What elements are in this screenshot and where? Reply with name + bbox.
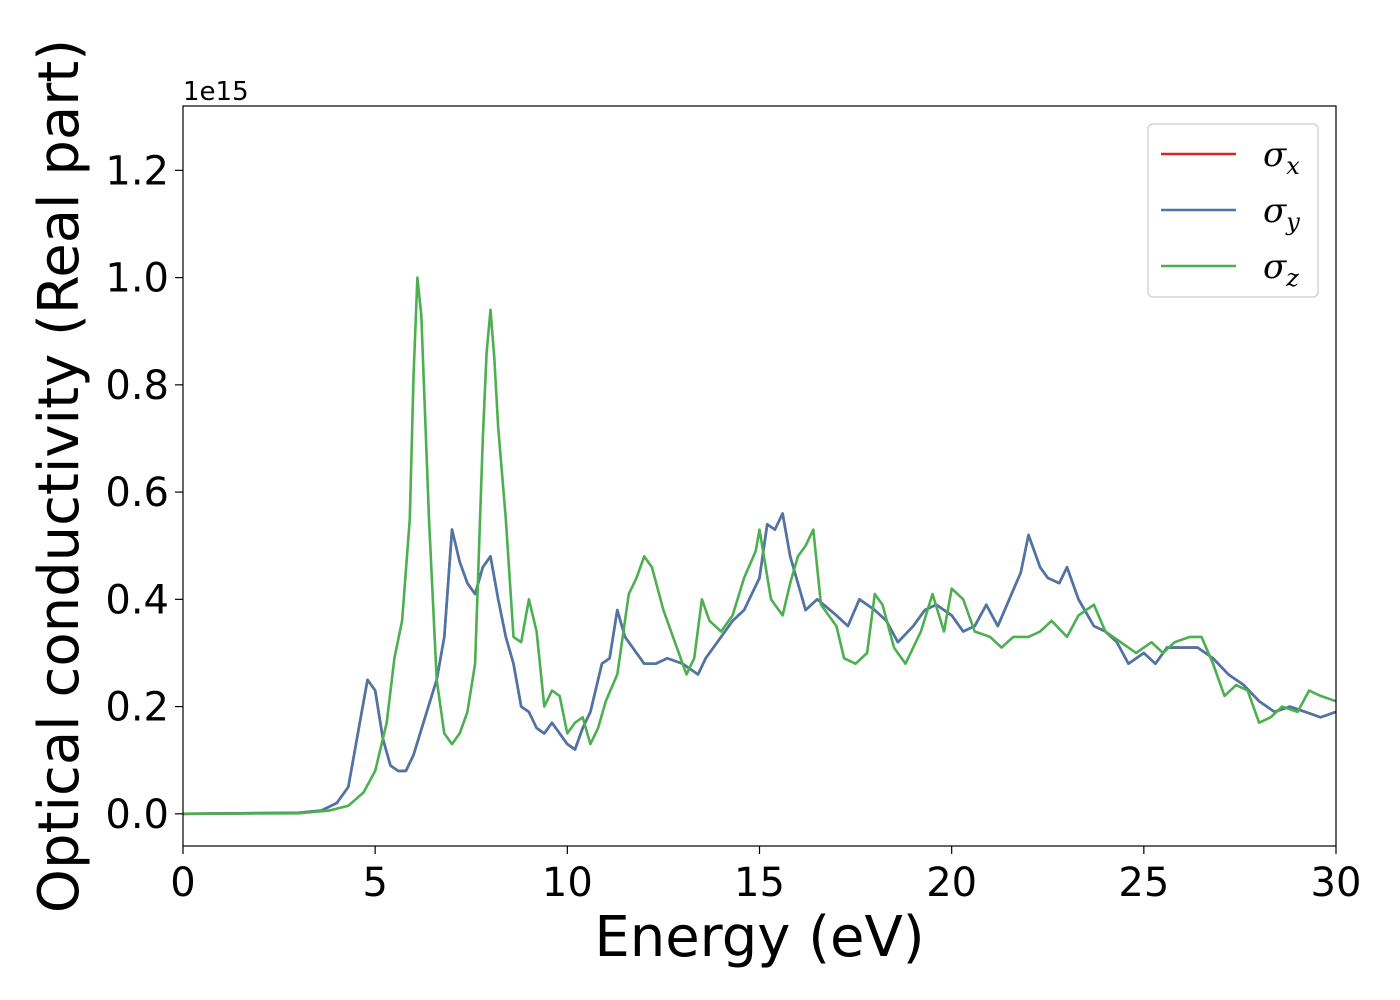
x-tick-label: 30 bbox=[1311, 860, 1362, 906]
x-axis-label: Energy (eV) bbox=[594, 905, 924, 970]
y-tick-label: 0.8 bbox=[105, 363, 169, 409]
y-axis-offset-text: 1e15 bbox=[183, 77, 249, 107]
legend-symbol: σ bbox=[1263, 191, 1287, 231]
x-axis: 0 5 10 15 20 25 30 bbox=[170, 846, 1361, 906]
y-axis: 0.0 0.2 0.4 0.6 0.8 1.0 1.2 bbox=[105, 148, 183, 838]
y-tick-label: 1.0 bbox=[105, 256, 169, 302]
legend-label-sigma-y: σy bbox=[1263, 191, 1300, 236]
y-tick-label: 0.6 bbox=[105, 470, 169, 516]
y-tick-label: 1.2 bbox=[105, 148, 169, 194]
legend-label-sigma-x: σx bbox=[1263, 135, 1300, 180]
y-tick-label: 0.0 bbox=[105, 792, 169, 838]
x-tick-label: 5 bbox=[362, 860, 387, 906]
legend-subscript: z bbox=[1285, 264, 1299, 292]
series-line-sigma-z bbox=[183, 276, 1336, 816]
legend-subscript: y bbox=[1285, 208, 1300, 236]
y-axis-label: Optical conductivity (Real part) bbox=[27, 39, 92, 913]
x-tick-label: 20 bbox=[926, 860, 977, 906]
legend-subscript: x bbox=[1286, 152, 1300, 180]
x-tick-label: 0 bbox=[170, 860, 195, 906]
y-tick-label: 0.4 bbox=[105, 577, 169, 623]
x-tick-label: 10 bbox=[542, 860, 593, 906]
y-tick-label: 0.2 bbox=[105, 685, 169, 731]
legend-symbol: σ bbox=[1263, 135, 1287, 175]
legend-label-sigma-z: σz bbox=[1263, 247, 1299, 292]
legend-symbol: σ bbox=[1263, 247, 1287, 287]
series-layer bbox=[183, 276, 1336, 816]
x-tick-label: 15 bbox=[734, 860, 785, 906]
x-tick-label: 25 bbox=[1118, 860, 1169, 906]
